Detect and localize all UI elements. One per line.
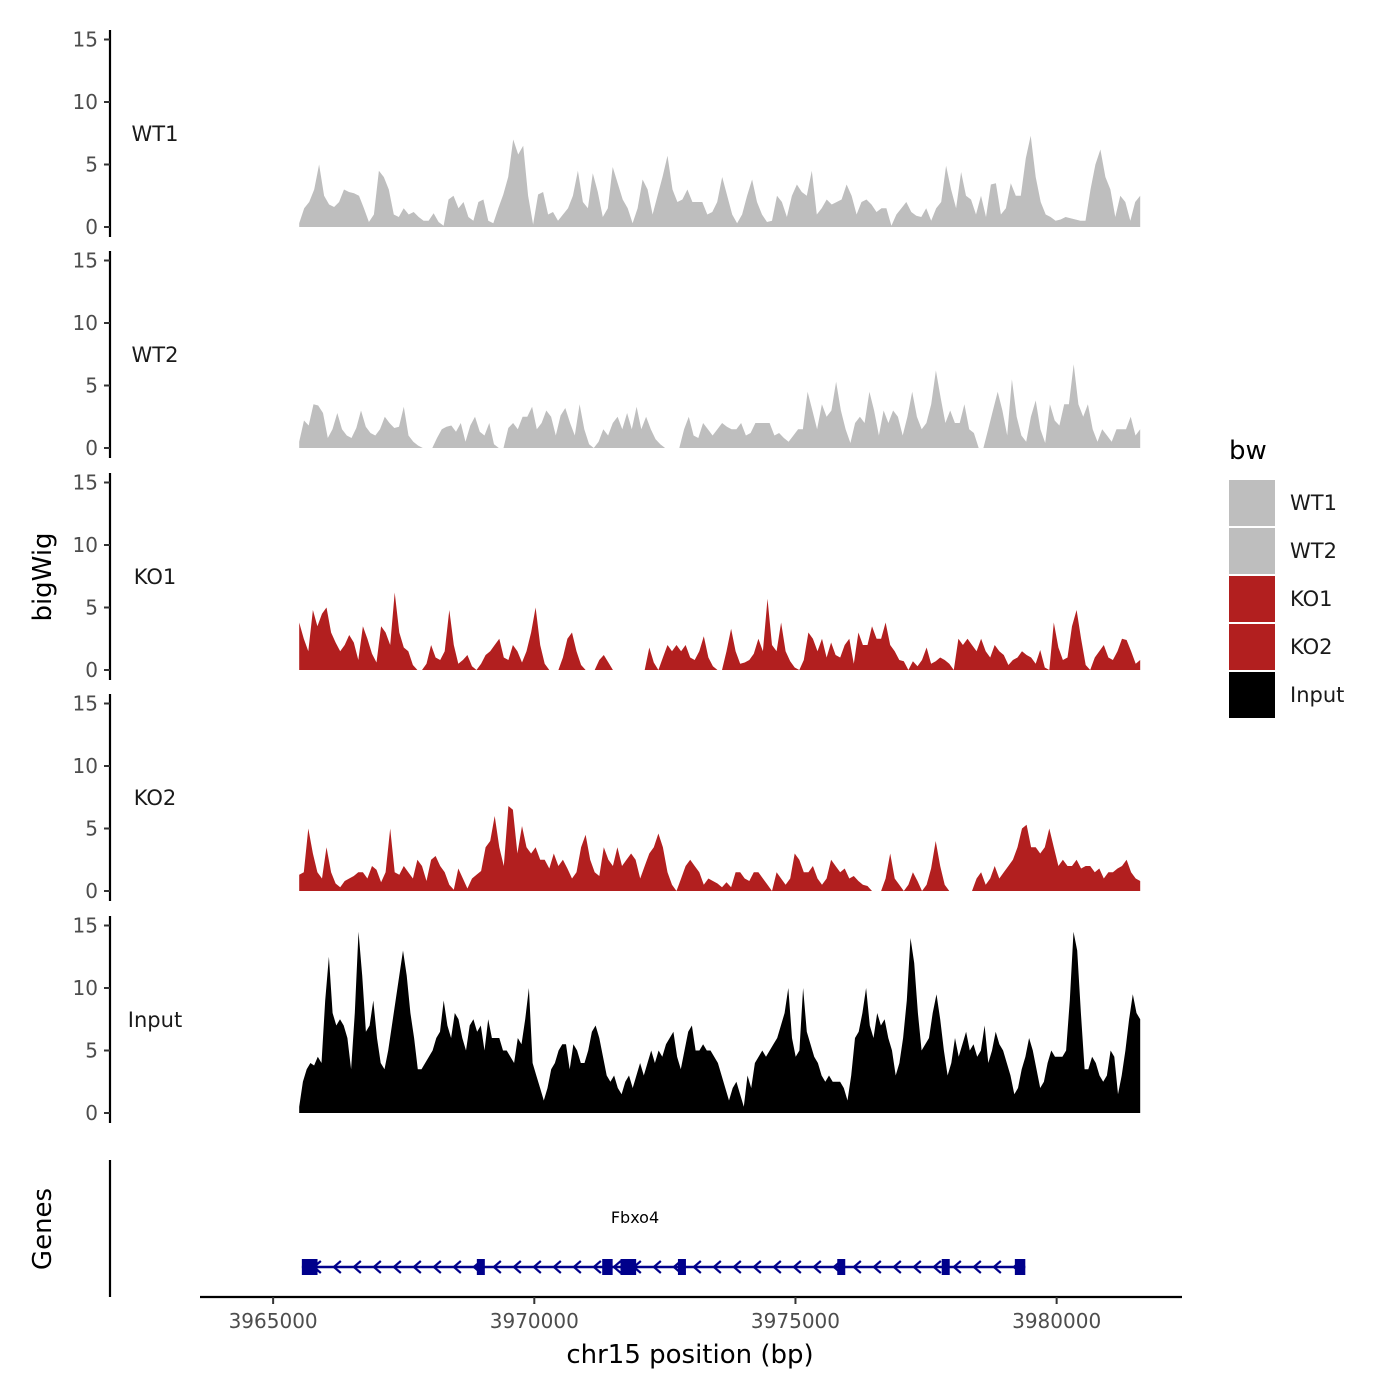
- legend-title: bw: [1229, 436, 1267, 466]
- strand-arrow: [512, 1260, 522, 1274]
- x-tick-label: 3975000: [751, 1309, 840, 1333]
- legend-key-wt1: [1229, 480, 1275, 526]
- strand-arrow: [752, 1260, 762, 1274]
- y-tick-label: 5: [85, 596, 98, 620]
- strand-arrow: [572, 1260, 582, 1274]
- legend: bw WT1 WT2 KO1 KO2 Input: [1229, 436, 1344, 718]
- track-ko1: 0 5 10 15 KO1: [73, 471, 1141, 682]
- exon: [677, 1259, 686, 1275]
- strand-arrow: [732, 1260, 742, 1274]
- y-tick-label: 5: [85, 374, 98, 398]
- area-wt1: [299, 135, 1141, 227]
- exon: [837, 1259, 846, 1275]
- area-ko2: [299, 806, 1141, 891]
- track-wt1: 0 5 10 15 WT1: [73, 28, 1141, 239]
- strand-arrow: [352, 1260, 362, 1274]
- y-tick-label: 15: [73, 249, 98, 273]
- exon: [620, 1259, 637, 1275]
- area-wt2: [299, 364, 1141, 448]
- legend-key-ko1: [1229, 576, 1275, 622]
- strand-arrow: [992, 1260, 1002, 1274]
- legend-key-ko2: [1229, 624, 1275, 670]
- strand-arrow: [392, 1260, 402, 1274]
- gene-label: Fbxo4: [611, 1208, 659, 1227]
- y-tick-label: 5: [85, 153, 98, 177]
- strand-arrow: [792, 1260, 802, 1274]
- y-tick-label: 10: [73, 533, 98, 557]
- y-tick-label: 15: [73, 692, 98, 716]
- strand-arrow: [452, 1260, 462, 1274]
- y-tick-label: 0: [85, 436, 98, 460]
- genes-axis-title: Genes: [28, 1188, 58, 1270]
- strand-arrow: [692, 1260, 702, 1274]
- area-ko1: [299, 592, 1141, 670]
- exon: [602, 1259, 613, 1275]
- y-tick-label: 15: [73, 914, 98, 938]
- y-tick-label: 10: [73, 976, 98, 1000]
- x-axis: 3965000 3970000 3975000 3980000: [200, 1295, 1182, 1333]
- track-label: KO2: [134, 786, 177, 810]
- area-input: [299, 931, 1141, 1113]
- legend-label-ko1: KO1: [1290, 587, 1333, 611]
- track-label: KO1: [134, 565, 177, 589]
- strand-arrow: [892, 1260, 902, 1274]
- y-tick-label: 10: [73, 90, 98, 114]
- strand-arrow: [852, 1260, 862, 1274]
- strand-arrow: [492, 1260, 502, 1274]
- exon: [301, 1259, 318, 1275]
- y-tick-label: 0: [85, 1101, 98, 1125]
- track-ko2: 0 5 10 15 KO2: [73, 692, 1141, 903]
- y-tick-label: 15: [73, 28, 98, 52]
- strand-arrow: [872, 1260, 882, 1274]
- strand-arrow: [552, 1260, 562, 1274]
- x-tick-label: 3980000: [1012, 1309, 1101, 1333]
- gene-track: Fbxo4: [108, 1160, 1026, 1297]
- strand-arrow: [332, 1260, 342, 1274]
- strand-arrow: [812, 1260, 822, 1274]
- y-tick-label: 0: [85, 658, 98, 682]
- y-tick-label: 10: [73, 754, 98, 778]
- strand-arrow: [952, 1260, 962, 1274]
- strand-arrow: [432, 1260, 442, 1274]
- y-tick-label: 5: [85, 817, 98, 841]
- track-label: Input: [128, 1008, 182, 1032]
- strand-arrow: [772, 1260, 782, 1274]
- legend-key-input: [1229, 672, 1275, 718]
- strand-arrow: [932, 1260, 942, 1274]
- y-tick-label: 15: [73, 471, 98, 495]
- strand-arrow: [612, 1260, 622, 1274]
- track-input: 0 5 10 15 Input: [73, 914, 1141, 1125]
- gene-model: [301, 1259, 1026, 1275]
- x-tick-label: 3970000: [490, 1309, 579, 1333]
- strand-arrow: [592, 1260, 602, 1274]
- exon: [476, 1259, 485, 1275]
- coverage-tracks: 0 5 10 15 WT1 0 5 10 15 WT2 0 5 10 15 KO1 0 5 10 15 KO2 0 5 10…: [73, 28, 1141, 1125]
- legend-label-input: Input: [1290, 683, 1344, 707]
- y-tick-label: 0: [85, 215, 98, 239]
- strand-arrow: [532, 1260, 542, 1274]
- strand-arrow: [652, 1260, 662, 1274]
- strand-arrow: [712, 1260, 722, 1274]
- y-axis-title: bigWig: [28, 532, 58, 621]
- y-tick-label: 5: [85, 1039, 98, 1063]
- exon: [941, 1259, 950, 1275]
- track-wt2: 0 5 10 15 WT2: [73, 249, 1141, 460]
- legend-label-wt1: WT1: [1290, 491, 1337, 515]
- strand-arrow: [372, 1260, 382, 1274]
- strand-arrow: [412, 1260, 422, 1274]
- strand-arrow: [972, 1260, 982, 1274]
- x-tick-label: 3965000: [229, 1309, 318, 1333]
- track-label: WT1: [132, 122, 179, 146]
- exon: [1014, 1259, 1026, 1275]
- legend-key-wt2: [1229, 528, 1275, 574]
- track-label: WT2: [132, 343, 179, 367]
- y-tick-label: 10: [73, 311, 98, 335]
- legend-label-wt2: WT2: [1290, 539, 1337, 563]
- legend-label-ko2: KO2: [1290, 635, 1333, 659]
- x-axis-title: chr15 position (bp): [566, 1340, 813, 1370]
- strand-arrow: [912, 1260, 922, 1274]
- y-tick-label: 0: [85, 879, 98, 903]
